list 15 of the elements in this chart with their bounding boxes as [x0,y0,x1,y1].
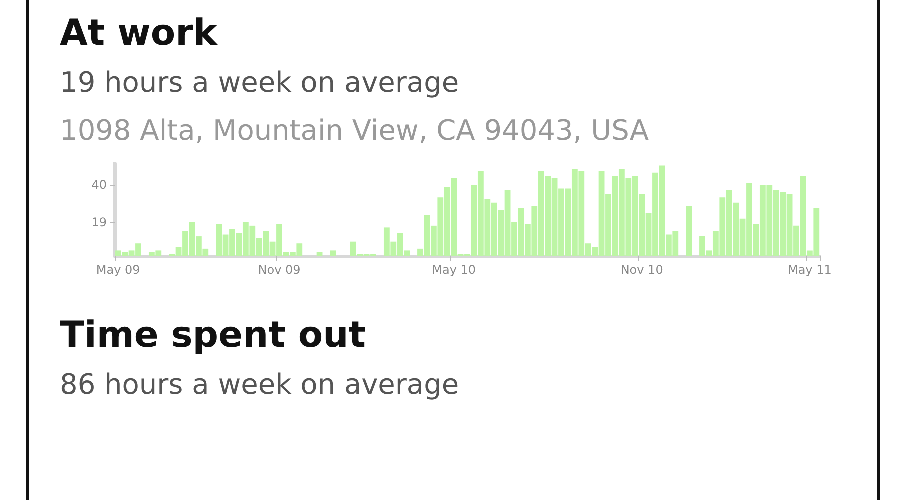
y-tick-label: 40 [92,178,107,192]
text: 86 hours a week on average [60,367,460,403]
x-tick-label: Nov 10 [620,263,664,277]
x-tick-label: May 10 [432,263,476,277]
bar [330,250,336,256]
bar [316,252,323,256]
x-tick-label: May 09 [96,263,140,277]
y-tick-label: 19 [92,215,107,230]
chart-title: At work [60,12,219,56]
chart-subtitle: 19 hours a week on average [60,65,460,101]
bar [686,206,692,256]
text: Time spent out [60,314,367,358]
x-tick-label: May 11 [788,263,832,277]
x-tick-label: Nov 09 [258,263,301,277]
text: 1098 Alta, Mountain View, CA 94043, USA [60,113,650,149]
